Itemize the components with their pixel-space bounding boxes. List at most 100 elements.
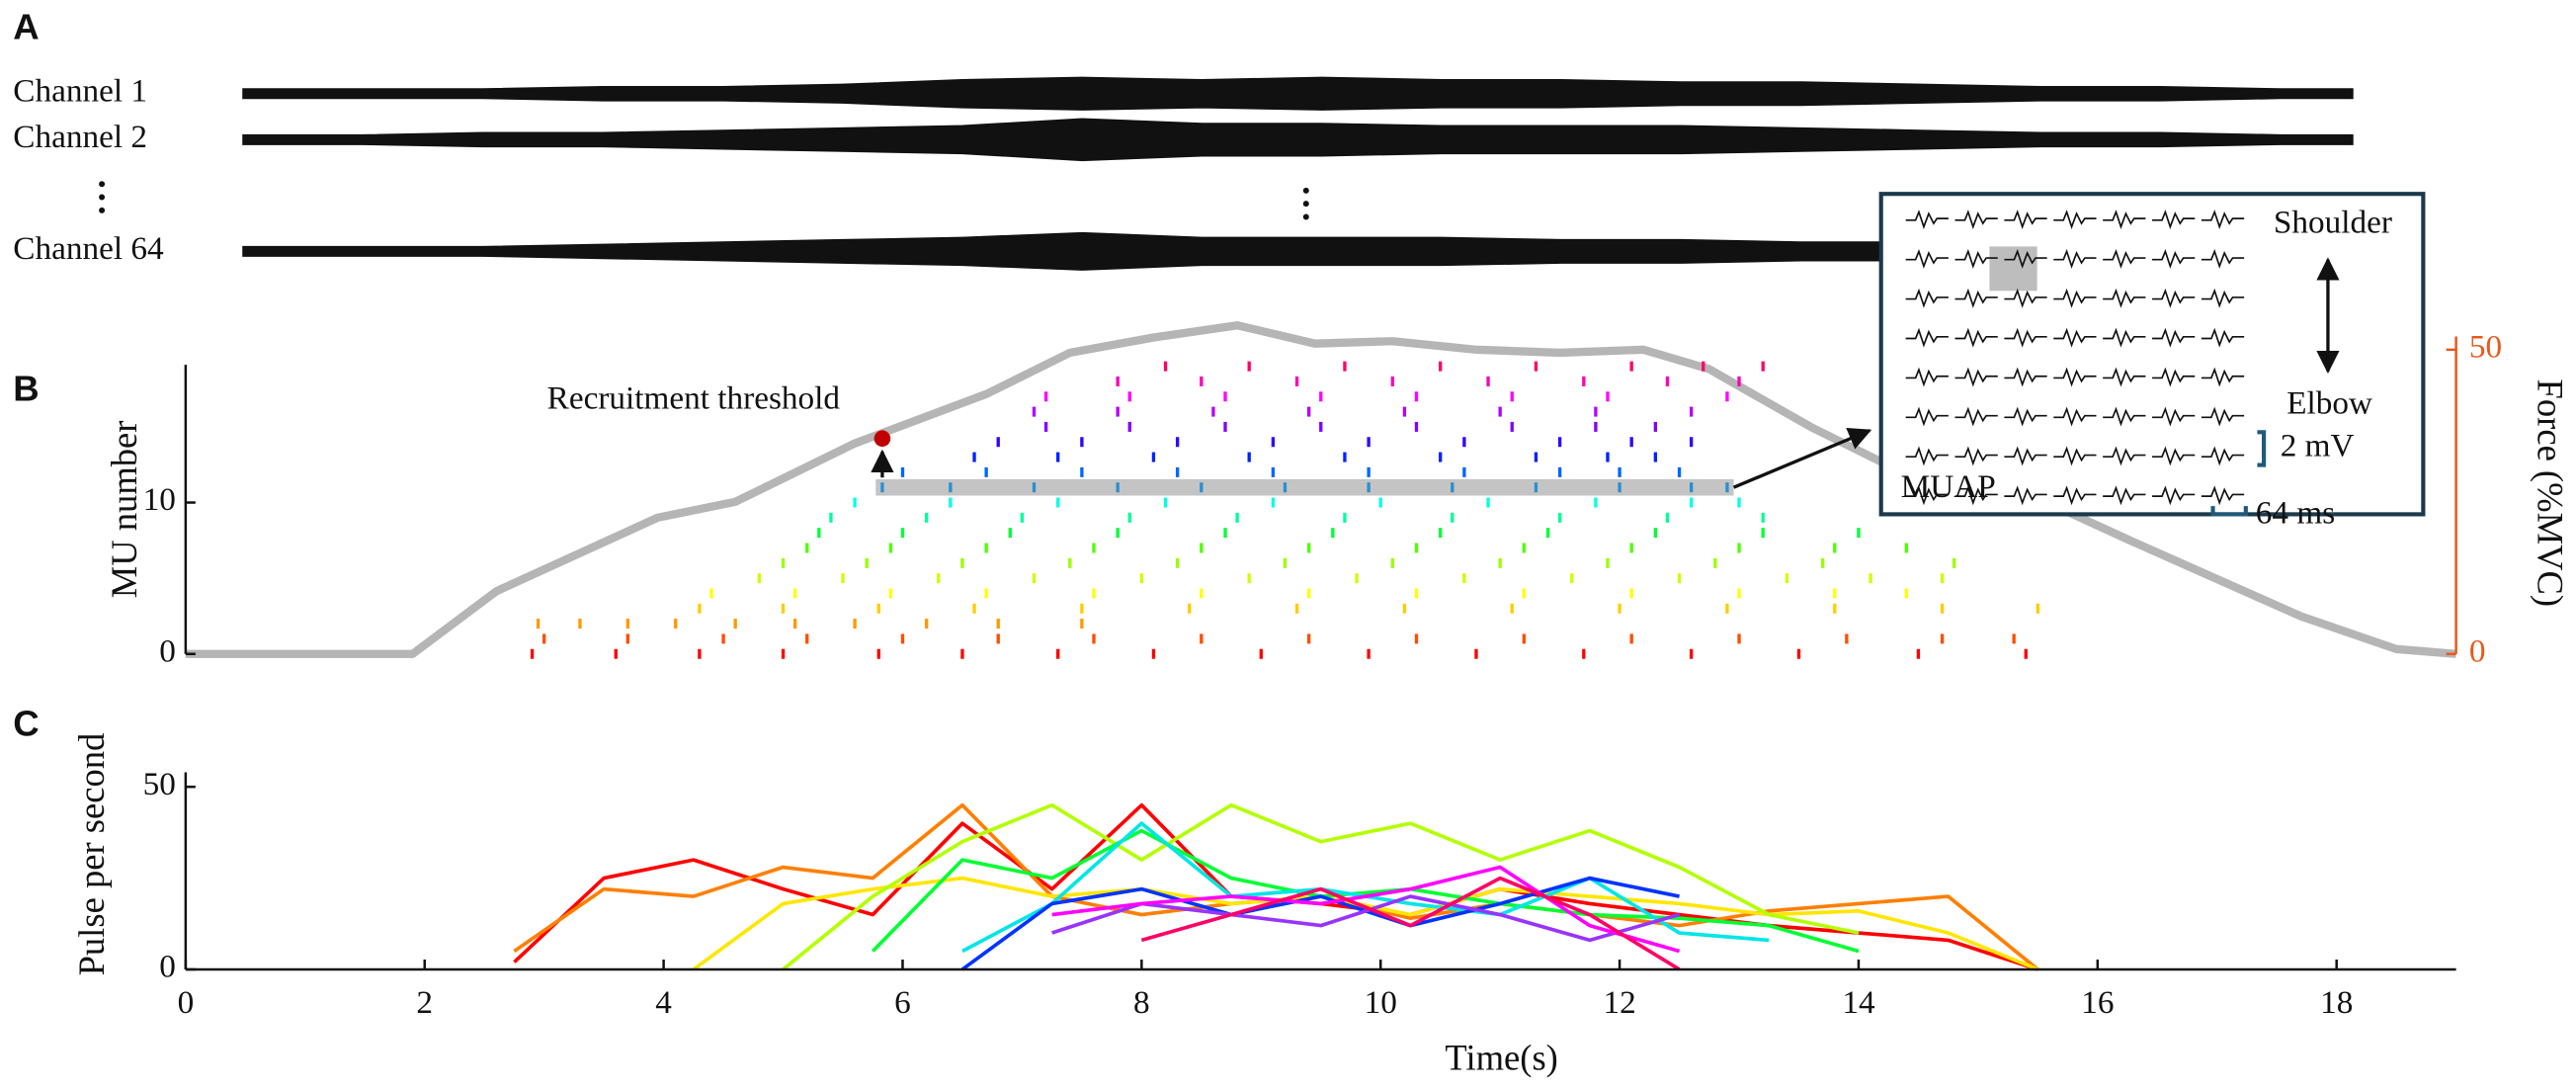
muap-wave [1905,248,1949,269]
y2-axis-label: Force (%MVC) [2531,379,2571,608]
x-tick-label: 10 [1365,984,1397,1021]
x-tick-label: 12 [1603,984,1635,1021]
channel-label: Channel 1 [13,72,147,109]
muap-wave [1905,406,1949,427]
x-tick-label: 6 [894,984,911,1021]
muap-wave [2103,248,2146,269]
panel-label: A [13,7,39,47]
muap-wave [1954,288,1998,308]
scale-label: 2 mV [2281,428,2355,464]
x-tick-label: 0 [178,984,195,1021]
muap-wave [2004,446,2047,466]
y-axis-label: MU number [104,421,144,599]
y-tick-label: 0 [159,949,176,985]
highlight [875,478,1734,496]
scale-label: 64 ms [2256,495,2335,532]
channel-label: Channel 64 [13,230,164,267]
ellipsis [99,181,1309,220]
y-axis-label: Pulse per second [71,733,112,976]
muap-wave [2152,327,2196,348]
muap-wave [2103,406,2146,427]
x-tick-label: 8 [1133,984,1150,1021]
muap-wave [2053,210,2097,229]
muap-wave [2004,485,2047,506]
muap-wave [2053,367,2097,387]
muap-wave [2152,210,2196,229]
muap-wave [2201,288,2245,308]
muap-wave [2201,248,2245,269]
inset-title: MUAP [1901,468,1996,505]
muap-wave [1905,288,1949,308]
rate-line [961,821,1770,954]
muap-wave [2201,327,2245,348]
muap-wave [1905,446,1949,466]
muap-wave [2152,248,2196,269]
x-tick-label: 2 [416,984,433,1021]
muap-wave [1905,210,1949,229]
x-tick-label: 16 [2081,984,2114,1021]
muap-wave [2053,248,2097,269]
muap-wave [1954,248,1998,269]
threshold-point [873,430,891,448]
y-tick-label: 50 [143,766,176,802]
muap-wave [2201,210,2245,229]
inset-arrow [1732,427,1872,489]
muap-wave [2103,288,2146,308]
rate-line [871,828,1860,954]
x-tick-label: 18 [2320,984,2353,1021]
muap-wave [2004,327,2047,348]
muap-wave [1905,367,1949,387]
panel-label: C [13,704,39,744]
muap-wave [2103,327,2146,348]
y2-tick-label: 0 [2469,632,2486,669]
muap-wave [2152,367,2196,387]
muap-wave [1954,406,1998,427]
muap-wave [2004,288,2047,308]
panel-c: 0 2 4 6 8 10 12 14 16 18 0 50 Time(s) Pulse per secon… [71,733,2456,1077]
rate-line [1140,876,1681,971]
muap-wave [2053,288,2097,308]
inset-label: Shoulder [2274,204,2392,240]
muap-wave [1905,327,1949,348]
muap-wave [2004,210,2047,229]
muap-wave [2053,327,2097,348]
muap-wave [2053,406,2097,427]
rate-line [1051,865,1681,954]
x-axis-label: Time(s) [1445,1037,1557,1077]
inset-label: Elbow [2286,384,2372,421]
muap-wave [2103,367,2146,387]
muap-wave [2201,406,2245,427]
muap-wave [2152,446,2196,466]
muap-wave [2053,446,2097,466]
muap-wave [2152,406,2196,427]
channel-label: Channel 2 [13,119,147,155]
y-tick-label: 0 [159,632,176,669]
muap-wave [2152,288,2196,308]
emg-trace [242,76,2354,111]
muap-wave [2004,248,2047,269]
muap-wave [1905,485,1949,506]
muap-wave [1954,446,1998,466]
muap-wave [2103,485,2146,506]
muap-wave [2152,485,2196,506]
rate-line [960,876,1680,971]
x-tick-label: 4 [655,984,672,1021]
annotation: Recruitment threshold [547,379,841,416]
inset: Shoulder Elbow 2 mV 64 ms MUAP [1878,192,2426,532]
muap-wave [2053,485,2097,506]
muap-wave [1954,327,1998,348]
emg-trace [242,118,2354,162]
muap-wave [1954,485,1998,506]
x-tick-label: 14 [1842,984,1875,1021]
muap-wave [2004,367,2047,387]
panel-label: B [13,368,39,408]
muap-wave [2201,446,2245,466]
muap-wave [1954,210,1998,229]
muap-wave [2103,210,2146,229]
muap-wave [2201,367,2245,387]
muap-wave [2103,446,2146,466]
panel-a: Channel 1 Channel 2 Channel 64 [13,72,2354,271]
muap-wave [2201,485,2245,506]
